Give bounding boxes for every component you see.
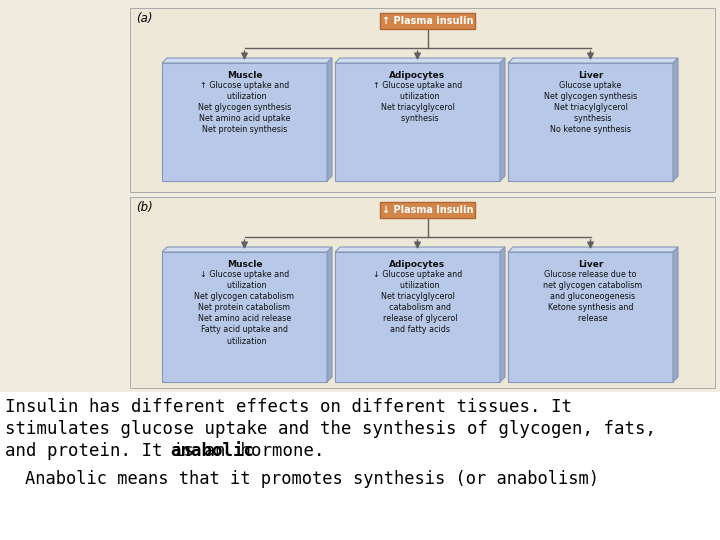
Text: Insulin has different effects on different tissues. It: Insulin has different effects on differe… xyxy=(5,398,572,416)
FancyBboxPatch shape xyxy=(508,252,673,382)
Polygon shape xyxy=(508,247,678,252)
Text: Liver: Liver xyxy=(578,260,603,269)
FancyBboxPatch shape xyxy=(335,63,500,181)
Text: Adipocytes: Adipocytes xyxy=(390,71,446,80)
Text: (a): (a) xyxy=(136,12,153,25)
FancyBboxPatch shape xyxy=(162,252,327,382)
Text: Liver: Liver xyxy=(578,71,603,80)
FancyBboxPatch shape xyxy=(0,392,720,540)
FancyBboxPatch shape xyxy=(380,202,475,218)
Text: (b): (b) xyxy=(136,201,153,214)
FancyBboxPatch shape xyxy=(130,197,715,388)
Text: ↓ Glucose uptake and
  utilization
Net glycogen catabolism
Net protein catabolis: ↓ Glucose uptake and utilization Net gly… xyxy=(194,270,294,346)
Text: Adipocytes: Adipocytes xyxy=(390,260,446,269)
Text: anabolic: anabolic xyxy=(170,442,254,460)
Text: ↑ Glucose uptake and
  utilization
Net triacylglycerol
  synthesis: ↑ Glucose uptake and utilization Net tri… xyxy=(373,81,462,123)
Text: hormone.: hormone. xyxy=(230,442,325,460)
Text: ↑ Glucose uptake and
  utilization
Net glycogen synthesis
Net amino acid uptake
: ↑ Glucose uptake and utilization Net gly… xyxy=(198,81,291,134)
Polygon shape xyxy=(673,58,678,181)
Polygon shape xyxy=(162,247,332,252)
Polygon shape xyxy=(162,58,332,63)
FancyBboxPatch shape xyxy=(508,63,673,181)
Text: stimulates glucose uptake and the synthesis of glycogen, fats,: stimulates glucose uptake and the synthe… xyxy=(5,420,656,438)
Text: ↓ Plasma Insulin: ↓ Plasma Insulin xyxy=(382,205,473,215)
Text: Muscle: Muscle xyxy=(227,260,262,269)
Polygon shape xyxy=(673,247,678,382)
Text: and protein. It is an: and protein. It is an xyxy=(5,442,236,460)
Polygon shape xyxy=(327,247,332,382)
Text: Glucose release due to
  net glycogen catabolism
  and gluconeogenesis
Ketone sy: Glucose release due to net glycogen cata… xyxy=(539,270,643,323)
FancyBboxPatch shape xyxy=(380,13,475,29)
Text: ↓ Glucose uptake and
  utilization
Net triacylglycerol
  catabolism and
  releas: ↓ Glucose uptake and utilization Net tri… xyxy=(373,270,462,334)
Text: Anabolic means that it promotes synthesis (or anabolism): Anabolic means that it promotes synthesi… xyxy=(25,470,599,488)
FancyBboxPatch shape xyxy=(335,252,500,382)
Polygon shape xyxy=(327,58,332,181)
Text: ↑ Plasma insulin: ↑ Plasma insulin xyxy=(382,16,473,26)
Polygon shape xyxy=(335,58,505,63)
Text: Glucose uptake
Net glycogen synthesis
Net triacylglycerol
  synthesis
No ketone : Glucose uptake Net glycogen synthesis Ne… xyxy=(544,81,637,134)
Text: Muscle: Muscle xyxy=(227,71,262,80)
FancyBboxPatch shape xyxy=(130,8,715,192)
Polygon shape xyxy=(500,247,505,382)
Polygon shape xyxy=(508,58,678,63)
Polygon shape xyxy=(335,247,505,252)
Polygon shape xyxy=(500,58,505,181)
FancyBboxPatch shape xyxy=(162,63,327,181)
